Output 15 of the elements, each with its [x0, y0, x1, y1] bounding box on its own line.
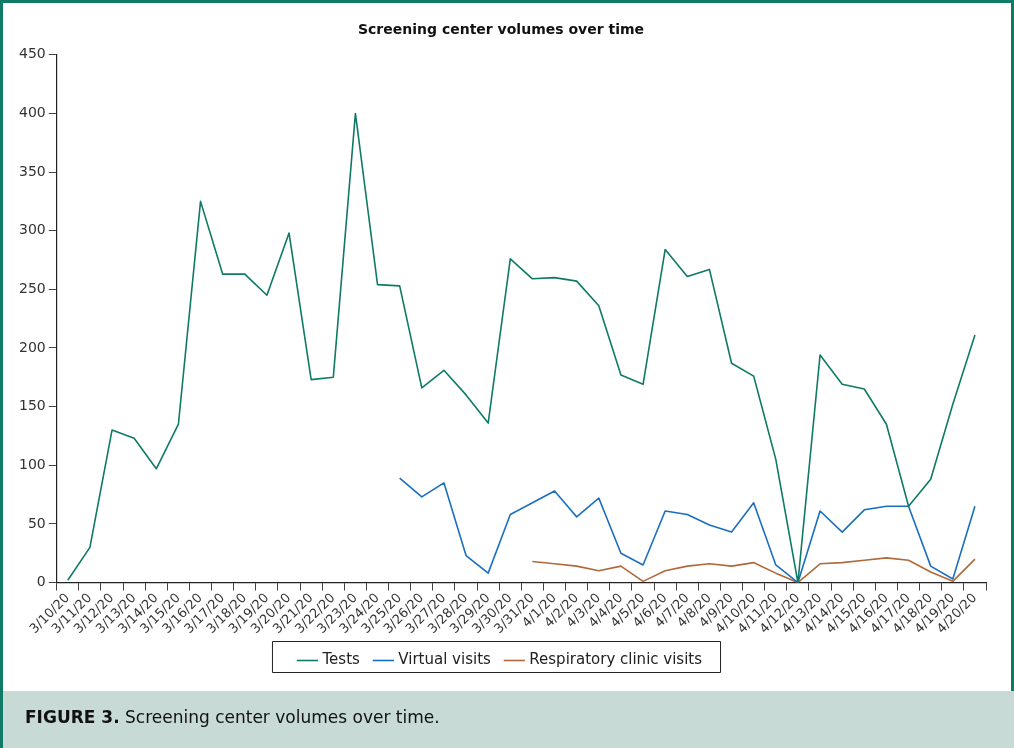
- chart-title: Screening center volumes over time: [357, 21, 645, 38]
- legend-label: Tests: [321, 650, 361, 669]
- y-tick-label: 200: [18, 338, 46, 355]
- y-tick-label: 300: [18, 221, 46, 238]
- legend-label: Virtual visits: [398, 650, 492, 669]
- caption: FIGURE 3. Screening center volumes over time.: [25, 707, 441, 727]
- y-tick-label: 50: [27, 514, 46, 531]
- y-tick-label: 250: [18, 279, 46, 296]
- y-tick-label: 0: [36, 573, 46, 590]
- y-tick-label: 150: [18, 397, 46, 414]
- y-tick-label: 100: [18, 455, 46, 472]
- y-tick-label: 400: [18, 104, 46, 121]
- y-tick-label: 350: [18, 162, 46, 179]
- legend-label: Respiratory clinic visits: [529, 650, 703, 669]
- y-tick-label: 450: [18, 45, 46, 62]
